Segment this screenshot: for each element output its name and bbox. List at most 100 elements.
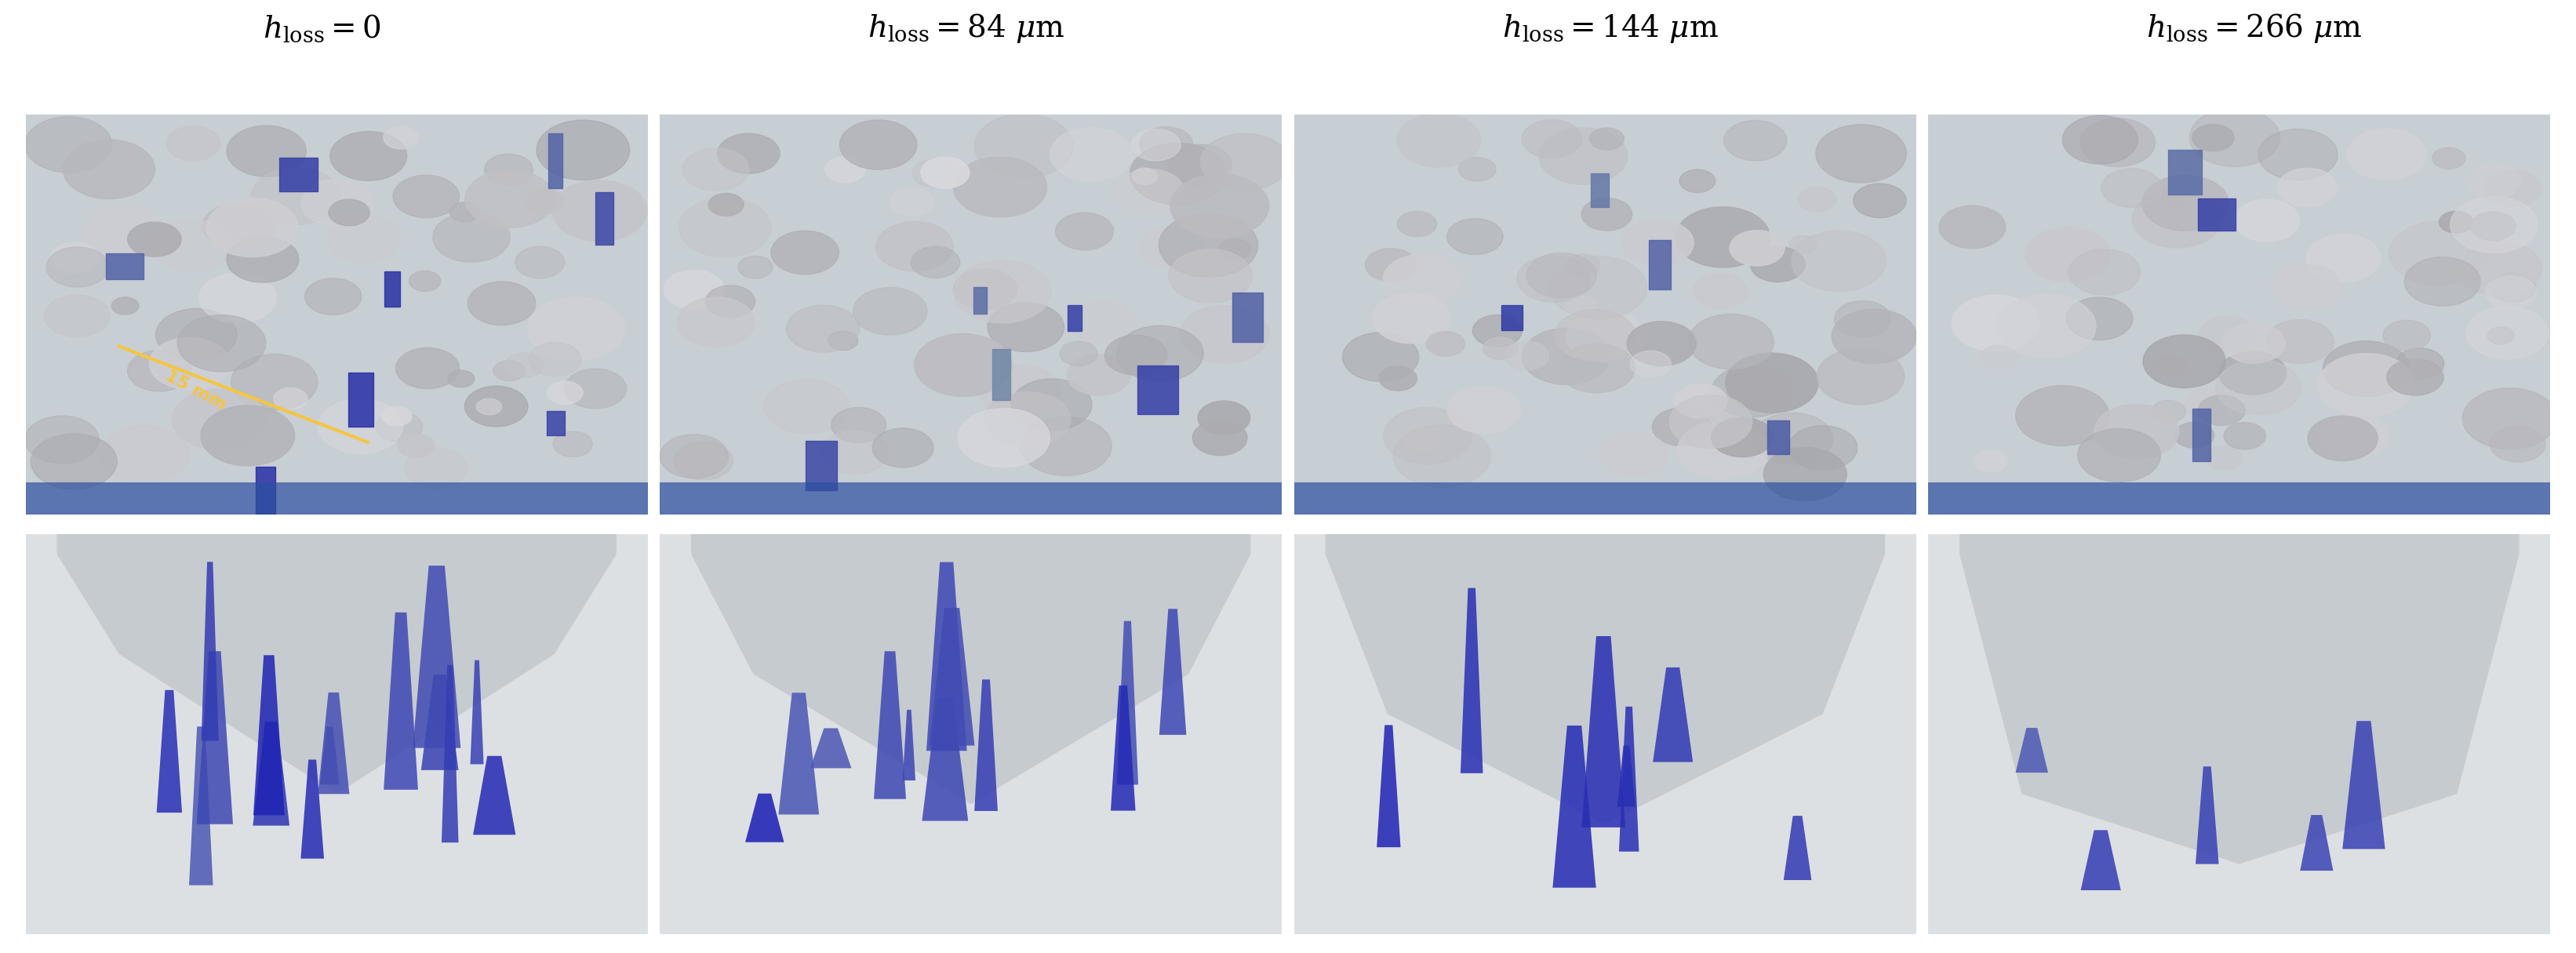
Circle shape	[2215, 360, 2300, 415]
Circle shape	[26, 116, 111, 172]
Bar	[255, 466, 276, 518]
Circle shape	[52, 242, 98, 274]
Circle shape	[464, 386, 528, 427]
Circle shape	[26, 416, 100, 463]
Circle shape	[786, 305, 860, 353]
Bar	[2169, 150, 2202, 194]
Polygon shape	[301, 760, 325, 859]
Polygon shape	[1582, 637, 1625, 827]
Circle shape	[1170, 174, 1270, 237]
Polygon shape	[440, 665, 459, 842]
Circle shape	[1401, 426, 1443, 452]
Bar	[1231, 293, 1262, 342]
Bar	[1767, 420, 1790, 455]
Circle shape	[551, 180, 647, 241]
Circle shape	[979, 365, 1061, 416]
Circle shape	[526, 189, 564, 213]
Circle shape	[2197, 395, 2246, 425]
Circle shape	[82, 206, 165, 258]
Circle shape	[1448, 218, 1504, 254]
Circle shape	[2391, 221, 2488, 285]
Circle shape	[1342, 333, 1419, 381]
Circle shape	[1728, 231, 1785, 266]
Circle shape	[1396, 113, 1481, 167]
Circle shape	[1623, 219, 1695, 266]
Polygon shape	[2081, 830, 2120, 890]
Circle shape	[327, 215, 402, 263]
Circle shape	[1564, 296, 1597, 317]
Circle shape	[1628, 321, 1695, 366]
Circle shape	[2151, 400, 2184, 422]
Circle shape	[2432, 148, 2465, 169]
Circle shape	[2463, 388, 2558, 449]
Circle shape	[1059, 341, 1097, 366]
Circle shape	[206, 198, 299, 257]
Circle shape	[100, 426, 188, 483]
Polygon shape	[471, 660, 484, 764]
Text: $h_{\mathrm{loss}} = 84\ \mu\mathrm{m}$: $h_{\mathrm{loss}} = 84\ \mu\mathrm{m}$	[868, 12, 1064, 45]
Circle shape	[152, 219, 234, 272]
Polygon shape	[1293, 114, 1917, 515]
Circle shape	[301, 179, 374, 227]
Circle shape	[167, 126, 222, 161]
Circle shape	[1218, 239, 1252, 259]
Circle shape	[2491, 427, 2545, 462]
Circle shape	[1020, 416, 1113, 476]
Circle shape	[1788, 426, 1857, 470]
Circle shape	[2079, 429, 2161, 482]
Circle shape	[2154, 355, 2187, 377]
Circle shape	[1538, 128, 1628, 185]
Circle shape	[2267, 319, 2334, 363]
Circle shape	[2439, 212, 2473, 233]
Circle shape	[1473, 314, 1522, 347]
Polygon shape	[2014, 728, 2048, 773]
Circle shape	[2388, 359, 2445, 395]
Circle shape	[1139, 227, 1206, 269]
Circle shape	[1600, 433, 1669, 476]
Polygon shape	[744, 794, 783, 842]
Circle shape	[974, 114, 1074, 178]
Circle shape	[1996, 294, 2097, 358]
Circle shape	[111, 297, 139, 314]
Circle shape	[1115, 169, 1185, 213]
Circle shape	[912, 247, 961, 278]
Polygon shape	[252, 655, 283, 815]
Polygon shape	[1553, 725, 1597, 887]
Bar	[1929, 482, 2550, 515]
Bar	[806, 441, 837, 491]
Circle shape	[554, 432, 592, 456]
Text: $h_{\mathrm{loss}} = 0$: $h_{\mathrm{loss}} = 0$	[263, 13, 381, 44]
Circle shape	[252, 168, 340, 225]
Polygon shape	[659, 534, 1283, 934]
Polygon shape	[319, 726, 340, 784]
Circle shape	[1981, 345, 2017, 368]
Polygon shape	[2342, 721, 2385, 849]
Circle shape	[2396, 348, 2445, 379]
Circle shape	[1566, 311, 1646, 362]
Circle shape	[1383, 408, 1471, 464]
Circle shape	[1834, 301, 1891, 337]
Bar	[281, 158, 317, 192]
Circle shape	[1790, 231, 1886, 292]
Polygon shape	[2195, 766, 2218, 864]
Polygon shape	[474, 756, 515, 835]
Circle shape	[2014, 386, 2110, 446]
Circle shape	[2491, 273, 2535, 302]
Circle shape	[2192, 124, 2233, 152]
Circle shape	[1832, 309, 1917, 364]
Circle shape	[1710, 417, 1772, 457]
Polygon shape	[26, 114, 647, 515]
Circle shape	[739, 256, 773, 278]
Circle shape	[2308, 416, 2378, 461]
Polygon shape	[690, 534, 1252, 804]
Polygon shape	[811, 728, 853, 768]
Polygon shape	[384, 613, 417, 790]
Circle shape	[953, 260, 1051, 323]
Circle shape	[149, 337, 229, 390]
Circle shape	[2465, 307, 2548, 359]
Bar	[546, 411, 564, 436]
Circle shape	[2133, 191, 2223, 248]
Polygon shape	[412, 566, 461, 748]
Circle shape	[1458, 157, 1497, 181]
Circle shape	[484, 154, 533, 185]
